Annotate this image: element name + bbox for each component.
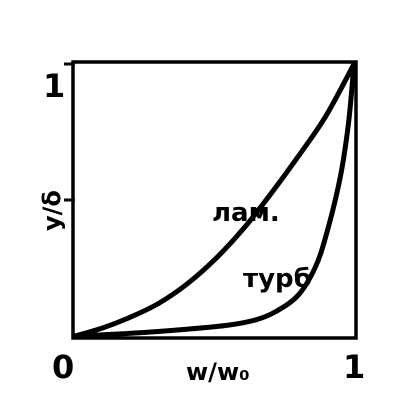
- series-label-turbulent: турб: [243, 264, 312, 294]
- series-line-turbulent: [72, 61, 357, 339]
- series-line-laminar: [72, 61, 357, 339]
- x-axis-label: w/w₀: [186, 358, 250, 386]
- x-tick-label-0: 0: [52, 348, 74, 386]
- x-tick-label-1: 1: [343, 348, 365, 386]
- y-tick-label-1: 1: [43, 67, 65, 105]
- curves-layer: [72, 61, 357, 339]
- ticks-layer: [64, 62, 75, 202]
- y-axis-label: y/δ: [38, 190, 66, 231]
- series-label-laminar: лам.: [212, 198, 280, 228]
